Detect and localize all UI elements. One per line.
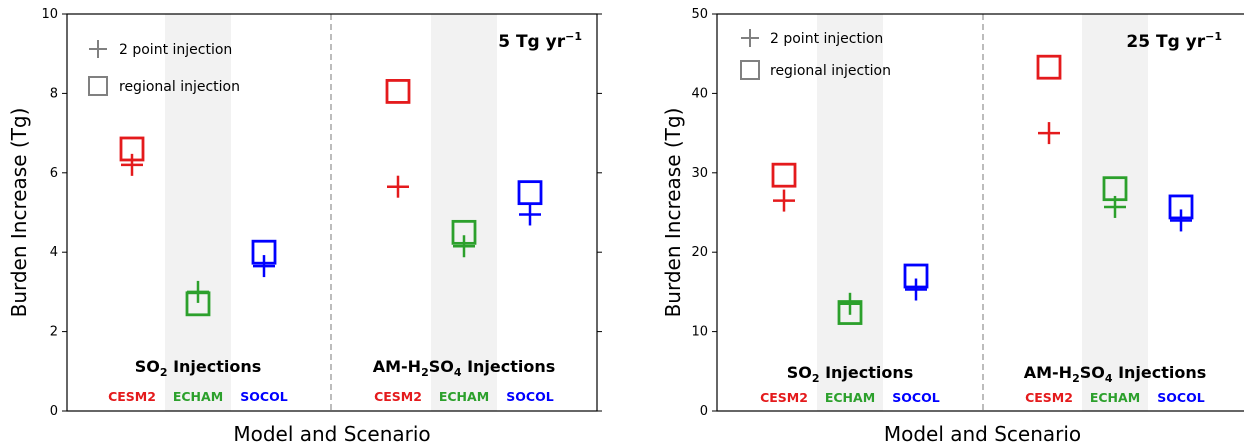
- y-tick-label: 4: [50, 245, 58, 260]
- y-tick-label: 10: [691, 325, 708, 340]
- group-title: SO2 Injections: [135, 357, 262, 379]
- y-tick-label: 2: [50, 325, 58, 340]
- group-title-sub: 2: [812, 372, 820, 385]
- x-axis-label: Model and Scenario: [884, 422, 1081, 446]
- y-tick-label: 0: [50, 404, 58, 419]
- group-title: SO2 Injections: [787, 363, 914, 385]
- group-title-text: Injections: [1113, 363, 1207, 382]
- group-title-text: SO: [787, 363, 812, 382]
- group-title-sub: 4: [1105, 372, 1113, 385]
- regional-marker-cesm2: [1036, 54, 1062, 80]
- model-label-socol: SOCOL: [1157, 390, 1204, 405]
- legend-square-icon: [88, 76, 108, 96]
- model-label-echam: ECHAM: [439, 389, 489, 404]
- y-tick-label: 6: [50, 166, 58, 181]
- model-label-socol: SOCOL: [892, 390, 939, 405]
- regional-marker-socol: [517, 180, 543, 206]
- regional-marker-cesm2: [385, 79, 411, 104]
- group-title-sub: 2: [421, 366, 429, 379]
- group-title-text: SO: [135, 357, 160, 376]
- y-tick-label: 40: [691, 86, 708, 101]
- y-axis-label: Burden Increase (Tg): [661, 108, 685, 318]
- legend-regional-label: regional injection: [119, 79, 240, 95]
- model-label-echam: ECHAM: [1090, 390, 1140, 405]
- model-label-cesm2: CESM2: [108, 389, 156, 404]
- group-title-text: AM-H: [373, 357, 421, 376]
- group-title-sub: 4: [454, 366, 462, 379]
- model-label-socol: SOCOL: [240, 389, 287, 404]
- regional-marker-cesm2: [771, 162, 797, 188]
- group-title-text: Injections: [462, 357, 556, 376]
- x-axis-label: Model and Scenario: [233, 422, 430, 446]
- shade-band-echam: [817, 14, 883, 411]
- rate-label: 25 Tg yr−1: [1126, 30, 1222, 52]
- rate-label-text: 25 Tg yr: [1126, 32, 1205, 52]
- plot-frame: [716, 13, 1244, 412]
- rate-label-sup: −1: [1205, 30, 1222, 43]
- rate-label-text: 5 Tg yr: [498, 32, 566, 52]
- legend-point-label: 2 point injection: [119, 42, 232, 58]
- model-label-echam: ECHAM: [825, 390, 875, 405]
- model-label-socol: SOCOL: [506, 389, 553, 404]
- group-title-text: Injections: [168, 357, 262, 376]
- y-tick-label: 10: [41, 7, 58, 22]
- group-title: AM-H2SO4 Injections: [373, 357, 556, 379]
- group-title: AM-H2SO4 Injections: [1024, 363, 1207, 385]
- rate-label: 5 Tg yr−1: [498, 30, 582, 52]
- group-title-text: Injections: [820, 363, 914, 382]
- shade-band-echam: [165, 14, 231, 411]
- model-label-echam: ECHAM: [173, 389, 223, 404]
- group-title-sub: 2: [1072, 372, 1080, 385]
- group-title-text: SO: [1080, 363, 1105, 382]
- y-tick-label: 8: [50, 86, 58, 101]
- y-axis-label: Burden Increase (Tg): [7, 108, 31, 318]
- legend-point-label: 2 point injection: [770, 31, 883, 47]
- y-tick-label: 20: [691, 245, 708, 260]
- rate-label-sup: −1: [565, 30, 582, 43]
- model-label-cesm2: CESM2: [374, 389, 422, 404]
- group-title-text: SO: [429, 357, 454, 376]
- plot-frame: [66, 13, 598, 412]
- legend-square-icon: [740, 60, 760, 80]
- model-label-cesm2: CESM2: [760, 390, 808, 405]
- model-label-cesm2: CESM2: [1025, 390, 1073, 405]
- shade-band-echam: [431, 14, 497, 411]
- y-tick-label: 50: [691, 7, 708, 22]
- group-title-sub: 2: [160, 366, 168, 379]
- y-tick-label: 30: [691, 166, 708, 181]
- y-tick-label: 0: [700, 404, 708, 419]
- group-title-text: AM-H: [1024, 363, 1072, 382]
- legend-regional-label: regional injection: [770, 63, 891, 79]
